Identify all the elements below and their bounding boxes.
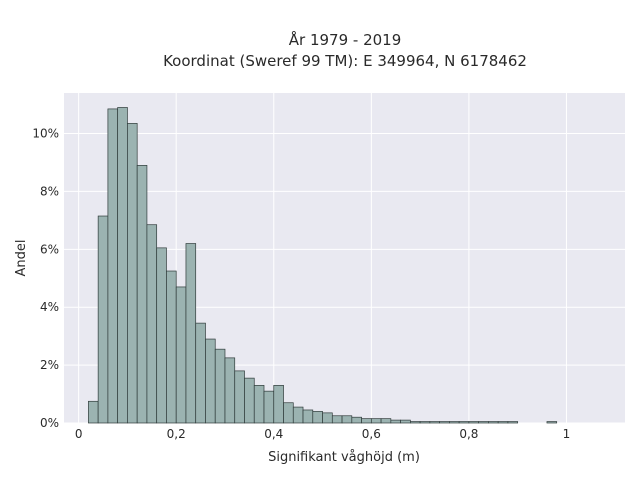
- y-tick-label: 10%: [32, 127, 59, 141]
- histogram-bar: [351, 416, 362, 424]
- histogram-bar: [497, 421, 509, 424]
- histogram-bar: [419, 421, 431, 424]
- y-tick-label: 6%: [40, 242, 59, 256]
- histogram-bar: [263, 390, 275, 424]
- histogram-bar: [127, 123, 138, 424]
- histogram-bar: [410, 421, 421, 424]
- histogram-bar: [205, 338, 216, 424]
- histogram-bar: [331, 415, 343, 424]
- y-tick-label: 0%: [40, 416, 59, 430]
- histogram-bar: [449, 421, 460, 424]
- y-tick-label: 4%: [40, 300, 59, 314]
- histogram-bar: [370, 418, 382, 424]
- x-axis-ticks: 0 0,2 0,4 0,6 0,8 1: [75, 427, 570, 441]
- histogram-bar: [400, 419, 411, 424]
- histogram-bar: [136, 165, 148, 424]
- histogram-bar: [546, 421, 558, 424]
- y-tick-label: 2%: [40, 358, 59, 372]
- histogram-bar: [478, 421, 489, 424]
- histogram-bar: [273, 385, 284, 424]
- histogram-bar: [380, 418, 392, 424]
- y-axis-ticks: 0% 2% 4% 6% 8% 10%: [32, 127, 59, 430]
- histogram-bar: [322, 412, 333, 424]
- histogram-bar: [302, 409, 314, 424]
- x-tick-label: 0,6: [362, 427, 381, 441]
- histogram-bar: [341, 415, 353, 424]
- histogram-bar: [253, 385, 265, 424]
- histogram-bar: [156, 247, 167, 424]
- histogram-bar: [97, 215, 109, 424]
- x-tick-label: 1: [563, 427, 571, 441]
- histogram-bar: [195, 322, 206, 424]
- histogram-bar: [214, 348, 226, 424]
- histogram-bar: [439, 421, 450, 424]
- histogram-bar: [224, 357, 236, 424]
- chart-title: År 1979 - 2019: [289, 30, 402, 49]
- histogram-bar: [292, 406, 304, 424]
- bars: [88, 107, 558, 424]
- histogram-bar: [185, 243, 197, 424]
- x-tick-label: 0,8: [459, 427, 478, 441]
- histogram-bar: [117, 107, 128, 424]
- x-axis-label: Signifikant våghöjd (m): [268, 450, 420, 465]
- histogram-bar: [390, 419, 401, 424]
- histogram-bar: [88, 400, 99, 424]
- histogram-bar: [146, 224, 158, 424]
- histogram-bar: [107, 108, 119, 424]
- histogram-bar: [488, 421, 499, 424]
- histogram-bar: [361, 418, 372, 424]
- y-tick-label: 8%: [40, 184, 59, 198]
- histogram-bar: [429, 421, 440, 424]
- histogram-bar: [458, 421, 470, 424]
- histogram-bar: [312, 411, 323, 424]
- histogram-bar: [468, 421, 480, 424]
- y-axis-label: Andel: [14, 240, 29, 277]
- x-tick-label: 0,2: [167, 427, 186, 441]
- histogram-bar: [507, 421, 519, 424]
- x-tick-label: 0,4: [264, 427, 283, 441]
- histogram-bar: [283, 402, 294, 424]
- histogram-bar: [244, 377, 255, 424]
- chart-subtitle: Koordinat (Sweref 99 TM): E 349964, N 61…: [163, 52, 527, 70]
- histogram-bar: [234, 370, 245, 424]
- histogram-bar: [175, 286, 187, 424]
- histogram-bar: [166, 270, 177, 424]
- x-tick-label: 0: [75, 427, 83, 441]
